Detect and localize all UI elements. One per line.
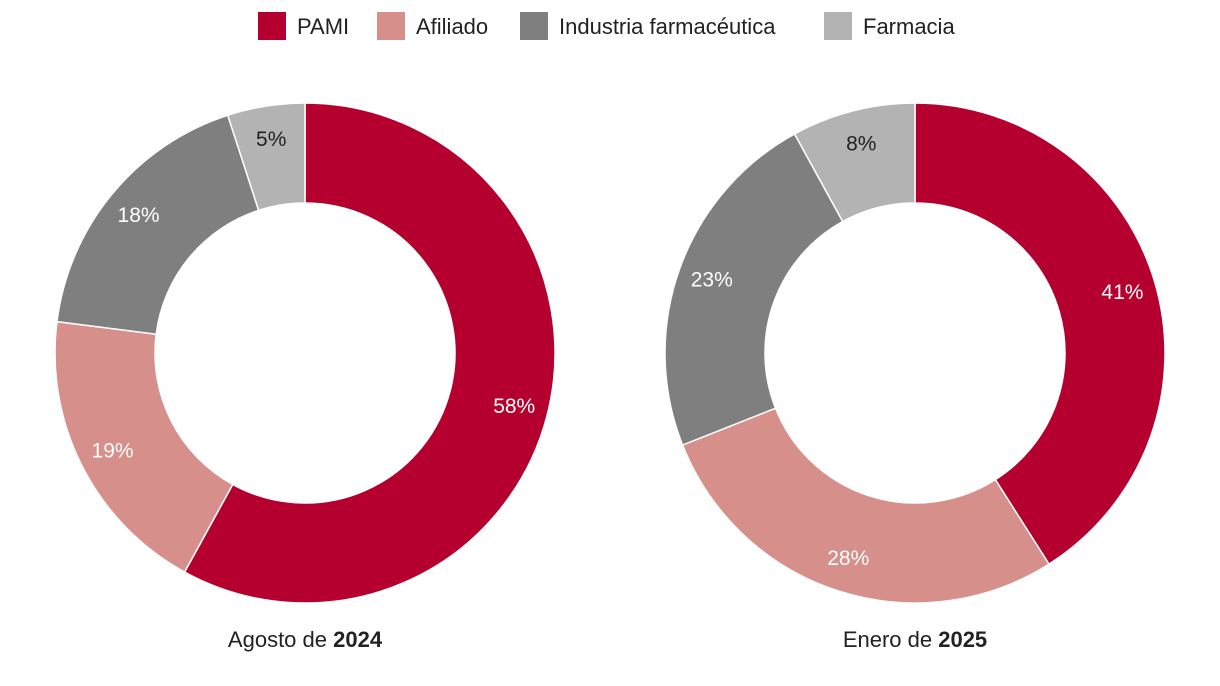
caption-prefix: Enero de [843,627,938,652]
legend-swatch-pami [258,12,286,40]
legend-swatch-afiliado [377,12,405,40]
donut-chart-agosto-2024: 58% 19% 18% 5% [54,102,556,604]
slice-industria [664,132,844,447]
legend-swatch-industria [520,12,548,40]
slice-pami [183,102,556,604]
legend-label-industria: Industria farmacéutica [559,14,776,39]
caption-agosto-2024: Agosto de 2024 [228,627,383,652]
legend-label-farmacia: Farmacia [863,14,955,39]
slice-label-pami: 41% [1101,281,1143,304]
slice-label-farmacia: 8% [846,132,876,155]
slice-pami [914,102,1166,566]
slice-label-afiliado: 28% [827,547,869,570]
legend-label-pami: PAMI [297,14,349,39]
legend-swatch-farmacia [824,12,852,40]
caption-prefix: Agosto de [228,627,333,652]
slice-afiliado [54,320,234,574]
slice-label-farmacia: 5% [256,128,286,151]
caption-enero-2025: Enero de 2025 [843,627,987,652]
slice-industria [56,114,260,336]
slice-label-afiliado: 19% [92,440,134,463]
legend-label-afiliado: Afiliado [416,14,488,39]
slice-label-industria: 23% [691,268,733,291]
legend: PAMI Afiliado Industria farmacéutica Far… [258,12,955,40]
caption-year: 2025 [938,627,987,652]
slice-label-pami: 58% [493,395,535,418]
caption-year: 2024 [333,627,383,652]
slice-afiliado [681,407,1050,604]
slice-farmacia [226,102,306,212]
slice-farmacia [793,102,916,223]
donut-chart-enero-2025: 41% 28% 23% 8% [664,102,1166,604]
slice-label-industria: 18% [118,204,160,227]
